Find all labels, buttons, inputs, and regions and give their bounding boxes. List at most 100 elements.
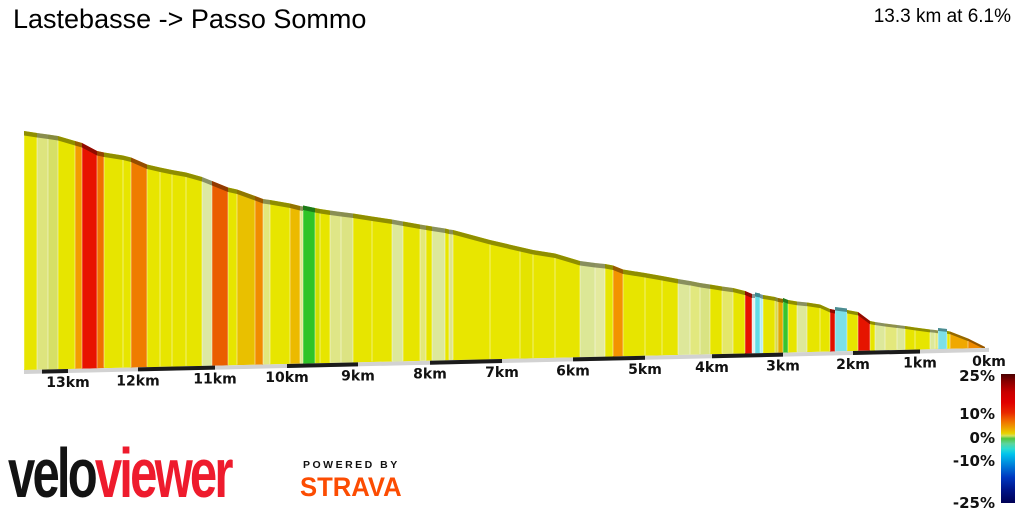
legend-label-0: 0%	[969, 429, 995, 447]
x-axis-tick-label: 12km	[116, 373, 159, 389]
segment-top-bevel	[605, 264, 613, 270]
profile-segment	[745, 291, 752, 354]
segment-top-bevel	[595, 263, 605, 269]
segment-top-bevel	[690, 281, 700, 288]
segment-top-bevel	[947, 331, 950, 335]
x-axis-tick-label: 7km	[485, 365, 519, 381]
segment-top-bevel	[228, 187, 237, 194]
profile-segment	[807, 302, 820, 353]
profile-segment	[315, 208, 320, 364]
profile-segment	[678, 279, 690, 356]
profile-segment	[847, 310, 858, 352]
segment-top-bevel	[290, 203, 300, 211]
segment-top-bevel	[353, 213, 372, 221]
profile-segment	[835, 307, 847, 352]
segment-top-bevel	[710, 284, 722, 291]
legend-label-minus25: -25%	[952, 494, 995, 512]
profile-segment	[788, 300, 797, 353]
profile-segment	[490, 240, 520, 360]
segment-top-bevel	[453, 230, 490, 245]
segment-top-bevel	[968, 338, 985, 350]
segment-top-bevel	[263, 199, 270, 205]
segment-top-bevel	[870, 321, 875, 326]
profile-segment	[432, 226, 445, 361]
segment-top-bevel	[950, 331, 968, 342]
profile-segment	[783, 298, 788, 353]
profile-segment	[290, 203, 300, 364]
segment-top-bevel	[255, 196, 263, 204]
profile-segment	[426, 225, 432, 361]
segment-top-bevel	[835, 307, 847, 313]
segment-top-bevel	[420, 224, 426, 230]
powered-by-label: POWERED BY	[303, 459, 400, 471]
profile-segment	[763, 295, 775, 354]
segment-top-bevel	[202, 177, 212, 186]
segment-top-bevel	[533, 250, 555, 258]
segment-top-bevel	[788, 300, 797, 306]
segment-top-bevel	[403, 221, 420, 229]
segment-top-bevel	[520, 247, 533, 255]
profile-segment	[520, 247, 533, 359]
profile-segment	[690, 281, 700, 355]
profile-segment	[623, 269, 645, 357]
axis-bar-black	[430, 359, 502, 365]
climb-summary: 13.3 km at 6.1%	[873, 6, 1011, 27]
segment-top-bevel	[131, 157, 147, 169]
segment-top-bevel	[745, 291, 752, 299]
segment-top-bevel	[449, 229, 453, 235]
profile-segment	[353, 213, 372, 363]
segment-top-bevel	[645, 273, 662, 281]
x-axis-tick-label: 0km	[972, 354, 1006, 370]
segment-top-bevel	[58, 136, 75, 146]
x-axis-tick-label: 11km	[193, 372, 236, 388]
profile-segment	[605, 264, 613, 357]
segment-top-bevel	[97, 151, 104, 157]
segment-top-bevel	[733, 288, 745, 296]
axis-bar-black	[573, 355, 645, 362]
profile-segment	[320, 209, 330, 364]
segment-top-bevel	[104, 152, 123, 160]
segment-top-bevel	[300, 206, 303, 211]
profile-segment	[700, 283, 710, 355]
segment-top-bevel	[930, 329, 935, 333]
profile-segment	[915, 327, 930, 350]
logo-viewer: viewer	[94, 434, 234, 512]
segment-top-bevel	[555, 253, 580, 266]
profile-segment	[453, 230, 490, 361]
profile-segment	[237, 189, 255, 366]
segment-top-bevel	[237, 189, 255, 201]
profile-segment	[613, 265, 623, 357]
segment-top-bevel	[372, 216, 392, 224]
segment-top-bevel	[760, 294, 763, 299]
profile-segment	[104, 152, 123, 369]
profile-segment	[555, 253, 580, 358]
segment-top-bevel	[445, 228, 449, 234]
profile-segment	[420, 224, 426, 361]
segment-top-bevel	[847, 310, 858, 316]
segment-top-bevel	[755, 292, 760, 298]
segment-top-bevel	[303, 205, 315, 213]
profile-segment	[392, 219, 403, 362]
x-axis-tick-label: 4km	[695, 360, 729, 376]
segment-top-bevel	[75, 141, 82, 148]
segment-top-bevel	[897, 325, 905, 329]
profile-segment	[300, 206, 303, 364]
profile-segment	[255, 196, 263, 365]
segment-top-bevel	[172, 170, 186, 177]
profile-segment	[445, 228, 449, 361]
segment-top-bevel	[700, 283, 710, 289]
profile-segment	[160, 167, 172, 367]
segment-top-bevel	[678, 279, 690, 286]
segment-top-bevel	[392, 219, 403, 226]
profile-segment	[172, 170, 186, 367]
segment-top-bevel	[797, 301, 807, 307]
profile-segment	[341, 212, 353, 363]
profile-segment	[733, 288, 745, 354]
profile-segment	[449, 229, 453, 361]
profile-segment	[123, 155, 131, 368]
axis-bar-black	[42, 368, 68, 374]
segment-top-bevel	[830, 309, 835, 314]
profile-segment	[830, 309, 835, 352]
profile-segment	[897, 325, 905, 351]
